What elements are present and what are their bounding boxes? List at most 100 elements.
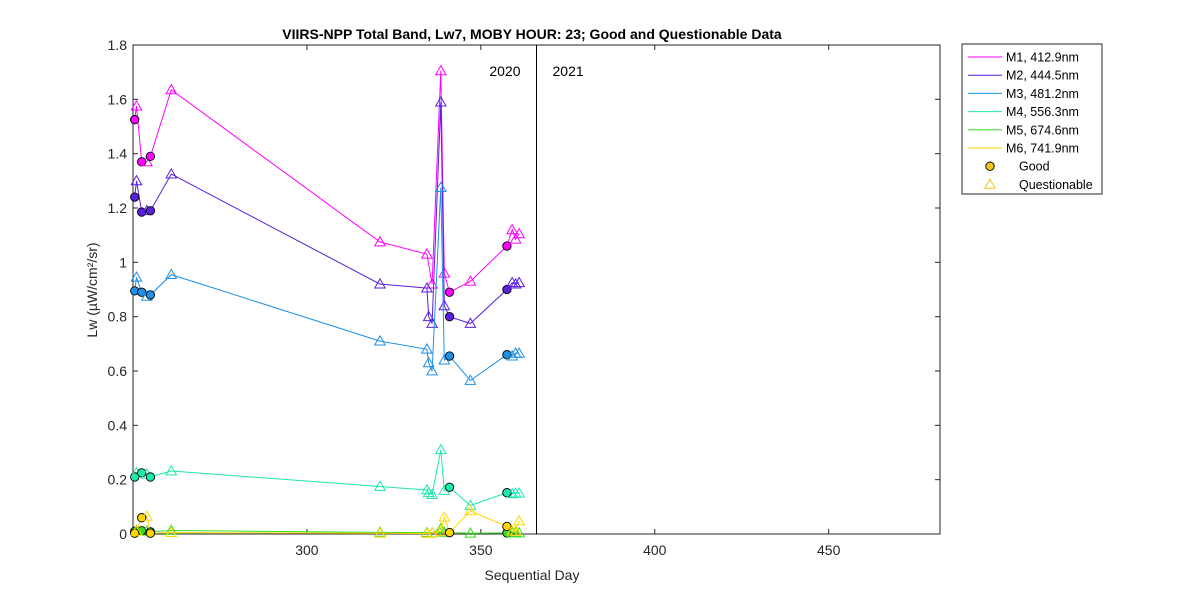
legend-entry-label: M5, 674.6nm — [1006, 123, 1079, 137]
questionable-point — [464, 499, 477, 510]
y-tick-label: 0.8 — [108, 309, 128, 325]
questionable-point — [464, 317, 477, 328]
questionable-point — [373, 277, 387, 289]
y-tick-label: 1.8 — [108, 37, 128, 53]
questionable-point — [420, 281, 433, 293]
good-point — [444, 312, 455, 322]
questionable-point — [464, 526, 477, 538]
questionable-point — [438, 266, 451, 278]
questionable-point — [422, 486, 435, 498]
good-point — [444, 527, 455, 538]
legend-marker-label: Good — [1019, 160, 1050, 174]
x-tick-label: 300 — [295, 542, 319, 558]
good-point — [502, 521, 512, 532]
questionable-point — [434, 443, 447, 455]
legend-entry-label: M3, 481.2nm — [1006, 87, 1079, 101]
questionable-point — [130, 525, 143, 536]
good-point — [130, 115, 140, 125]
questionable-point — [420, 343, 433, 354]
legend-entry-label: M4, 556.3nm — [1006, 105, 1079, 119]
questionable-point — [506, 276, 519, 288]
legend-box — [961, 43, 1103, 195]
x-tick-label: 450 — [817, 542, 841, 558]
y-tick-label: 1.2 — [108, 200, 128, 216]
questionable-point — [373, 334, 387, 346]
legend-questionable-marker — [983, 178, 997, 189]
questionable-point — [140, 155, 153, 167]
year-label-2021: 2021 — [553, 63, 584, 79]
plot-area: 0 0.2 0.4 0.6 0.8 1 1.2 1.4 1.6 1.8 300 350 400 450 20… — [108, 37, 941, 558]
good-point — [130, 528, 140, 538]
good-point — [444, 351, 455, 361]
questionable-point — [464, 275, 477, 286]
questionable-point — [464, 504, 477, 516]
y-tick-label: 1.6 — [108, 91, 128, 107]
good-point — [145, 151, 156, 162]
good-point — [145, 290, 156, 300]
questionable-point — [130, 99, 143, 111]
y-tick-label: 0.4 — [108, 417, 128, 433]
questionable-point — [509, 233, 522, 244]
good-point — [502, 241, 512, 251]
questionable-point — [434, 181, 447, 193]
questionable-point — [422, 310, 435, 322]
y-tick-label: 0 — [119, 526, 127, 542]
y-tick-label: 0.2 — [108, 472, 128, 488]
x-tick-label: 350 — [469, 542, 493, 558]
y-tick-label: 1.4 — [108, 146, 128, 162]
legend-entry-label: M1, 412.9nm — [1006, 51, 1079, 65]
questionable-point — [165, 268, 178, 279]
questionable-point — [513, 514, 526, 526]
questionable-point — [373, 480, 387, 491]
good-point — [444, 482, 455, 492]
questionable-point — [165, 524, 178, 535]
good-point — [502, 284, 512, 295]
y-tick-label: 1 — [119, 254, 127, 270]
questionable-point — [130, 174, 143, 186]
questionable-point — [373, 235, 387, 247]
questionable-point — [513, 347, 526, 358]
series-6 — [130, 504, 526, 538]
questionable-point — [438, 510, 451, 522]
questionable-point — [140, 510, 153, 521]
questionable-point — [513, 526, 526, 538]
questionable-point — [130, 271, 143, 282]
series-4 — [130, 443, 526, 510]
series-1 — [130, 64, 526, 297]
x-axis-label: Sequential Day — [485, 567, 580, 583]
questionable-point — [464, 374, 477, 385]
legend-marker-label: Questionable — [1019, 178, 1093, 192]
good-point — [145, 528, 156, 538]
good-point — [145, 472, 156, 482]
series-2 — [130, 95, 526, 328]
good-point — [130, 192, 140, 202]
x-tick-label: 400 — [643, 542, 667, 558]
legend-entry-label: M2, 444.5nm — [1006, 69, 1079, 83]
legend-good-marker — [985, 161, 995, 171]
questionable-point — [426, 488, 439, 500]
legend: M1, 412.9nm M2, 444.5nm M3, 481.2nm M4, 556… — [961, 43, 1103, 195]
questionable-point — [506, 487, 519, 499]
questionable-point — [420, 247, 433, 259]
questionable-point — [513, 487, 526, 498]
questionable-point — [426, 364, 439, 376]
good-point — [444, 287, 455, 297]
questionable-point — [434, 525, 447, 536]
chart-title: VIIRS-NPP Total Band, Lw7, MOBY HOUR: 23… — [282, 26, 782, 42]
questionable-point — [422, 356, 435, 368]
questionable-point — [434, 64, 447, 76]
questionable-point — [426, 277, 439, 289]
y-tick-label: 0.6 — [108, 363, 128, 379]
questionable-point — [165, 83, 178, 95]
questionable-point — [165, 526, 178, 538]
questionable-point — [426, 526, 439, 538]
questionable-point — [165, 167, 178, 179]
y-axis-label: Lw (µW/cm²/sr) — [84, 242, 100, 337]
questionable-point — [438, 299, 451, 311]
good-point — [145, 206, 156, 216]
questionable-point — [506, 223, 519, 235]
questionable-point — [165, 464, 178, 476]
year-label-2020: 2020 — [489, 63, 520, 79]
questionable-point — [509, 525, 522, 536]
